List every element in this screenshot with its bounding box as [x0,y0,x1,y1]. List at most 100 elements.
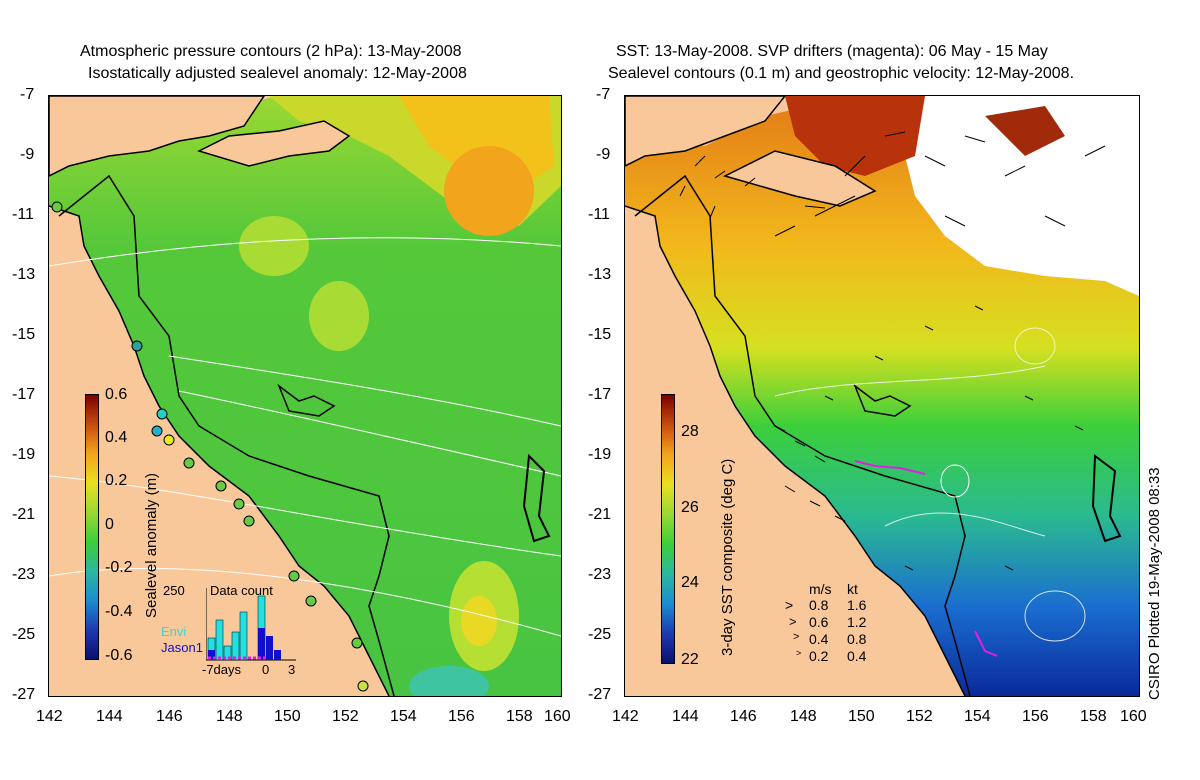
right-islands-north [722,150,877,207]
lon-tick: 148 [216,708,243,725]
right-colorbar-label: 3-day SST composite (deg C) [719,458,736,656]
right-north-land [625,96,786,167]
right-colorbar [661,394,675,664]
lat-tick: -19 [588,446,612,463]
left-map-drawing [49,96,561,696]
legend-kt: 0.8 [847,631,867,647]
tide-gauge [51,201,63,213]
legend-ms: 0.6 [809,614,829,630]
left-coastline [49,205,390,696]
left-pressure-contour-5 [49,568,561,637]
left-pressure-contour-4 [49,475,561,557]
right-hot-north [785,96,925,176]
left-colorbar [85,394,99,660]
left-cb-tick: 0.4 [105,429,128,446]
inset-title: Data count [210,583,273,598]
lon-tick: 158 [1080,708,1107,725]
right-cb-tick: 24 [681,574,699,591]
right-map-drawing [625,96,1139,696]
inset-x-label: -7days [202,662,242,677]
left-cb-tick: -0.4 [105,603,133,620]
right-map: 28 26 24 22 3-day SST composite (deg C) … [624,95,1140,697]
legend-kt: 1.6 [847,597,867,613]
lon-tick: 152 [332,708,359,725]
inset-bar [231,631,240,661]
lon-tick: 148 [790,708,817,725]
lat-tick: -21 [588,506,612,523]
left-title-line2: Isostatically adjusted sealevel anomaly:… [88,65,467,82]
left-teal-patch [409,666,489,696]
svp-drifter-track [854,460,926,475]
inset-y-tick: 250 [163,583,185,598]
sealevel-contour [884,512,1046,537]
left-north-land [49,96,265,177]
lon-tick: 142 [612,708,639,725]
lon-tick: 142 [36,708,63,725]
inset-bar [208,650,215,660]
left-cb-tick: -0.2 [105,559,133,576]
left-pressure-contour-2 [168,355,561,427]
lat-tick: -21 [12,506,36,523]
tide-gauge [163,434,175,446]
right-reef-2 [853,383,912,417]
left-yellow-blob-2 [309,281,369,351]
plot-stamp: CSIRO Plotted 19-May-2008 08:33 [1146,467,1163,700]
lon-tick: 146 [156,708,183,725]
legend-arrow: > [796,648,802,658]
left-cb-tick: 0.6 [105,386,128,403]
left-shelf-contour [58,174,395,696]
lat-tick: -15 [588,326,612,343]
left-reef-1 [522,453,551,543]
left-colorbar-label: Sealevel anomaly (m) [143,472,160,618]
inset-bar [223,645,232,661]
legend-arrow: > [789,614,797,629]
lat-tick: -27 [12,686,36,703]
tide-gauge [305,595,317,607]
lat-tick: -9 [20,146,35,163]
inset-legend-envi: Envi [161,624,187,639]
left-cb-tick: 0.2 [105,472,128,489]
lon-tick: 158 [506,708,533,725]
lat-tick: -17 [588,386,612,403]
lat-tick: -25 [588,626,612,643]
lat-tick: -9 [596,146,611,163]
legend-arrow: > [793,631,800,643]
inset-x-label: 3 [288,662,296,677]
tide-gauge [215,480,227,492]
lat-tick: -19 [12,446,36,463]
right-title-line1: SST: 13-May-2008. SVP drifters (magenta)… [616,43,1048,60]
left-map: 0.6 0.4 0.2 0 -0.2 -0.4 -0.6 Sealevel an… [48,95,562,697]
sealevel-contour [774,365,1046,397]
right-reef-1 [1091,454,1122,543]
data-count-inset: 250 Data count Envi Jason1 -7days 0 3 [161,583,296,677]
inset-bar [215,619,224,661]
lat-tick: -15 [12,326,36,343]
tide-gauge [351,637,363,649]
left-islands-north [196,120,351,167]
left-cb-tick: -0.6 [105,647,133,664]
lat-tick: -7 [596,86,611,103]
right-hot-ne [985,106,1065,156]
left-sea [49,96,561,696]
tide-gauge [357,680,369,692]
right-cb-tick: 26 [681,499,699,516]
inset-bar [266,636,273,660]
legend-arrow: > [785,597,794,613]
lon-tick: 156 [1022,708,1049,725]
tide-gauge [288,570,300,582]
right-cb-tick: 28 [681,423,699,440]
left-pressure-contour-1 [49,237,561,267]
lon-tick: 154 [390,708,417,725]
lat-tick: -25 [12,626,36,643]
right-cloud-area [905,96,1139,296]
legend-ms: 0.8 [809,597,829,613]
lat-tick: -7 [20,86,35,103]
sealevel-eddy [940,464,970,498]
sealevel-eddy [1024,590,1086,642]
right-cb-tick: 22 [681,651,699,668]
inset-bars [206,588,296,661]
legend-header-kt: kt [847,581,858,597]
left-south-core [461,596,497,646]
velocity-arrows [679,131,1106,571]
right-coastline [625,205,966,696]
